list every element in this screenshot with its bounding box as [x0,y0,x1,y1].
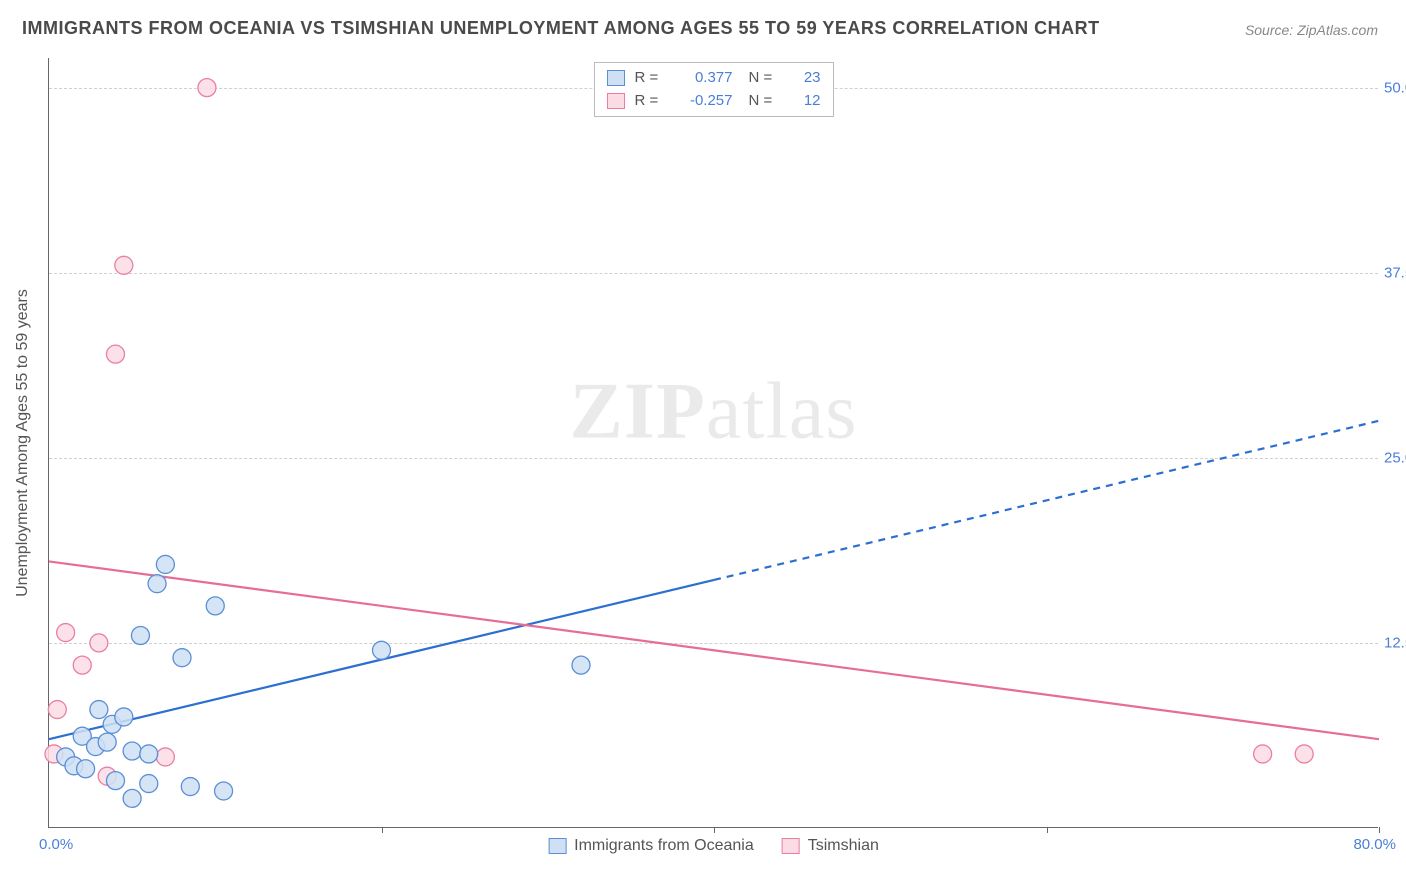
r-value-a: 0.377 [675,67,733,90]
r-label: R = [635,67,665,90]
data-point [115,256,133,274]
data-point [90,701,108,719]
data-point [181,778,199,796]
data-point [115,708,133,726]
data-point [215,782,233,800]
data-point [572,656,590,674]
r-label: R = [635,90,665,113]
trend-line [49,561,1379,739]
data-point [131,627,149,645]
y-tick-label: 50.0% [1384,79,1406,96]
swatch-series-a [548,838,566,854]
data-point [148,575,166,593]
swatch-series-b [782,838,800,854]
n-value-b: 12 [789,90,821,113]
data-point [123,789,141,807]
data-point [373,641,391,659]
data-point [48,701,66,719]
y-tick-label: 37.5% [1384,264,1406,281]
data-point [140,775,158,793]
data-point [57,624,75,642]
data-point [206,597,224,615]
source-label: Source: [1245,22,1293,38]
chart-area: Unemployment Among Ages 55 to 59 years Z… [48,58,1378,828]
source-attribution: Source: ZipAtlas.com [1245,22,1378,38]
data-point [156,748,174,766]
x-tick-mark [714,827,715,833]
trend-line-extrapolated [714,421,1379,580]
y-tick-label: 12.5% [1384,634,1406,651]
data-point [173,649,191,667]
series-legend: Immigrants from Oceania Tsimshian [548,837,879,855]
legend-row-series-a: R = 0.377 N = 23 [607,67,821,90]
swatch-series-a [607,70,625,86]
chart-title: IMMIGRANTS FROM OCEANIA VS TSIMSHIAN UNE… [22,18,1100,39]
x-tick-mark [1379,827,1380,833]
n-value-a: 23 [789,67,821,90]
legend-row-series-b: R = -0.257 N = 12 [607,90,821,113]
x-origin-label: 0.0% [39,836,73,853]
data-point [1295,745,1313,763]
data-point [123,742,141,760]
y-axis-label: Unemployment Among Ages 55 to 59 years [14,289,32,597]
legend-item-series-a: Immigrants from Oceania [548,837,754,855]
x-tick-mark [1047,827,1048,833]
data-point [1254,745,1272,763]
series-b-name: Tsimshian [808,837,879,855]
n-label: N = [749,90,779,113]
x-tick-mark [382,827,383,833]
data-point [90,634,108,652]
data-point [73,656,91,674]
source-value: ZipAtlas.com [1297,22,1378,38]
correlation-legend: R = 0.377 N = 23 R = -0.257 N = 12 [594,62,834,117]
n-label: N = [749,67,779,90]
series-a-name: Immigrants from Oceania [574,837,754,855]
data-point [77,760,95,778]
data-point [198,79,216,97]
x-max-label: 80.0% [1353,836,1396,853]
y-tick-label: 25.0% [1384,449,1406,466]
data-point [156,555,174,573]
legend-item-series-b: Tsimshian [782,837,879,855]
scatter-plot-svg [49,58,1378,827]
r-value-b: -0.257 [675,90,733,113]
data-point [98,733,116,751]
data-point [140,745,158,763]
swatch-series-b [607,93,625,109]
data-point [107,345,125,363]
data-point [107,772,125,790]
